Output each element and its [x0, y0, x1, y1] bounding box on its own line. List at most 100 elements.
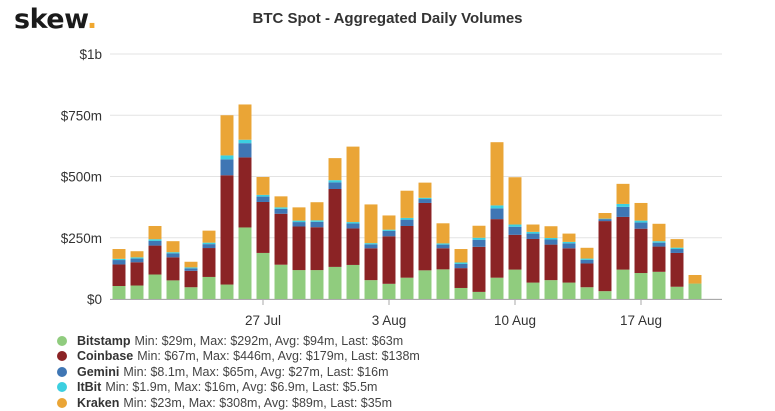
bar-segment — [148, 274, 162, 299]
bar-segment — [652, 241, 666, 243]
bar-segment — [202, 242, 216, 245]
bar-segment — [418, 270, 432, 299]
bar-segment — [256, 252, 270, 299]
legend-series-stats: Min: $29m, Max: $292m, Avg: $94m, Last: … — [134, 333, 404, 348]
legend-marker — [57, 382, 67, 393]
y-tick-label: $0 — [87, 292, 102, 307]
bar-segment — [310, 202, 324, 221]
bar-segment — [490, 277, 504, 299]
bar-segment — [688, 274, 702, 284]
bar-segment — [238, 157, 252, 228]
bar-segment — [580, 258, 594, 260]
bar-segment — [436, 243, 450, 245]
bar-segment — [508, 269, 522, 299]
y-tick-label: $1b — [79, 47, 102, 62]
bar-segment — [220, 175, 234, 285]
bar-segment — [130, 258, 144, 263]
y-tick-label: $750m — [61, 108, 102, 123]
bar-segment — [562, 243, 576, 249]
bar-segment — [670, 247, 684, 250]
bar-segment — [292, 222, 306, 227]
legend-series-stats: Min: $1.9m, Max: $16m, Avg: $6.9m, Last:… — [105, 380, 378, 395]
bar-segment — [148, 245, 162, 275]
bar-segment — [670, 249, 684, 253]
legend-item-gemini[interactable]: Gemini Min: $8.1m, Max: $65m, Avg: $27m, … — [57, 364, 420, 380]
bar-segment — [364, 204, 378, 244]
bar-segment — [166, 257, 180, 281]
bar-segment — [184, 268, 198, 271]
bar-segment — [202, 244, 216, 249]
bar-segment — [202, 230, 216, 243]
bar-segment — [202, 276, 216, 299]
bar-segment — [112, 260, 126, 265]
bar-segment — [490, 142, 504, 206]
bar-segment — [292, 207, 306, 221]
bar-segment — [616, 206, 630, 217]
bar-segment — [634, 222, 648, 229]
bar-segment — [544, 239, 558, 245]
bar-segment — [346, 146, 360, 223]
bar-segment — [508, 224, 522, 227]
bar-segment — [130, 262, 144, 286]
bar-segment — [634, 202, 648, 221]
bar-segment — [112, 286, 126, 299]
bar-segment — [454, 263, 468, 269]
bar-segment — [508, 177, 522, 225]
legend-item-coinbase[interactable]: Coinbase Min: $67m, Max: $446m, Avg: $179… — [57, 349, 420, 365]
legend-marker — [57, 351, 67, 362]
bar-segment — [166, 253, 180, 258]
bar-segment — [454, 268, 468, 288]
bar-segment — [184, 267, 198, 269]
bar-segment — [490, 208, 504, 220]
bar-segment — [274, 264, 288, 299]
bar-segment — [418, 199, 432, 203]
bar-segment — [400, 225, 414, 278]
legend-series-name: ItBit — [77, 380, 102, 395]
bar-segment — [220, 155, 234, 160]
bar-segment — [688, 283, 702, 299]
legend-item-itbit[interactable]: ItBit Min: $1.9m, Max: $16m, Avg: $6.9m, … — [57, 380, 420, 396]
bar-segment — [652, 223, 666, 242]
bar-segment — [292, 220, 306, 223]
bar-segment — [364, 244, 378, 249]
bar-segment — [580, 287, 594, 299]
bar-segment — [580, 247, 594, 259]
bar-segment — [598, 291, 612, 299]
bar-segment — [454, 249, 468, 263]
bar-segment — [562, 233, 576, 242]
bar-segment — [130, 251, 144, 258]
bar-segment — [616, 216, 630, 270]
bar-segment — [256, 176, 270, 195]
bar-segment — [310, 227, 324, 271]
bar-segment — [562, 248, 576, 283]
bar-segment — [364, 280, 378, 299]
bar-segment — [508, 234, 522, 270]
legend-marker — [57, 397, 67, 408]
bar-segment — [526, 231, 540, 234]
bar-segment — [418, 182, 432, 198]
bar-segment — [184, 261, 198, 268]
bar-segment — [616, 183, 630, 204]
legend-marker — [57, 335, 67, 346]
bar-segment — [382, 283, 396, 299]
legend-item-kraken[interactable]: Kraken Min: $23m, Max: $308m, Avg: $89m, … — [57, 395, 420, 411]
bar-segment — [346, 222, 360, 224]
bar-segment — [292, 226, 306, 271]
bar-segment — [436, 223, 450, 244]
bar-segment — [526, 233, 540, 239]
bar-segment — [220, 115, 234, 156]
legend-item-bitstamp[interactable]: Bitstamp Min: $29m, Max: $292m, Avg: $94m… — [57, 333, 420, 349]
bar-segment — [652, 242, 666, 247]
bar-segment — [382, 215, 396, 230]
bar-segment — [166, 252, 180, 254]
bar-segment — [148, 239, 162, 241]
bar-segment — [256, 196, 270, 202]
bar-segment — [310, 220, 324, 222]
bar-segment — [670, 239, 684, 248]
bar-segment — [382, 230, 396, 237]
bar-segment — [382, 236, 396, 284]
bar-segment — [328, 182, 342, 189]
bar-segment — [238, 104, 252, 140]
bar-segment — [382, 229, 396, 231]
bar-segment — [472, 239, 486, 247]
